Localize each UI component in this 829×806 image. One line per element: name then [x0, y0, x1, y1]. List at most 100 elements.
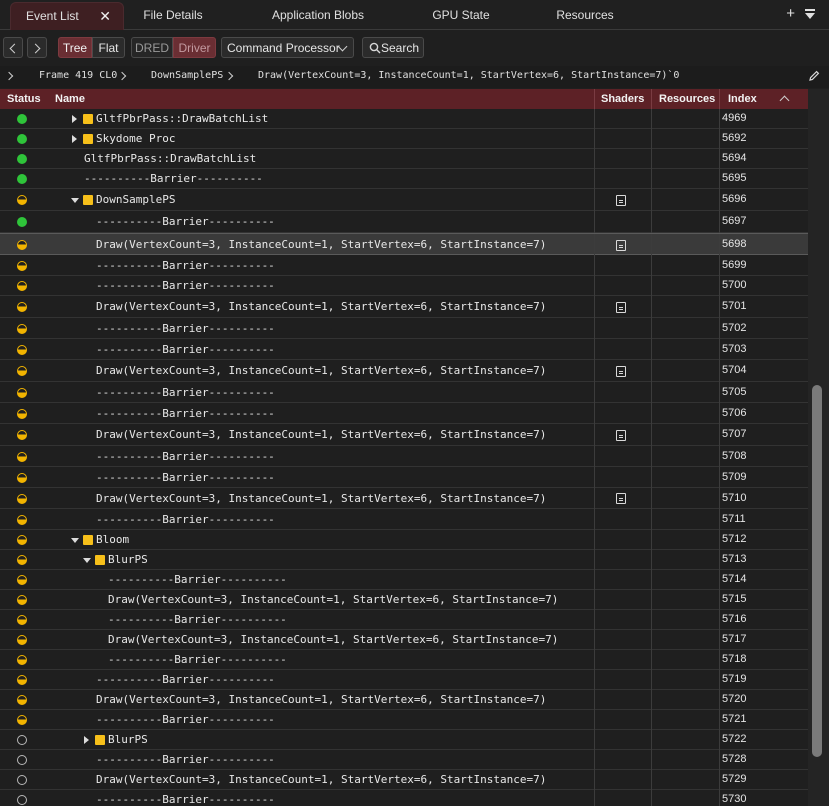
breadcrumb-pass[interactable]: DownSamplePS — [151, 70, 224, 81]
shader-file-icon[interactable] — [616, 430, 626, 441]
sort-ascending-icon[interactable] — [779, 95, 790, 106]
table-row[interactable]: ----------Barrier---------- 5699 — [0, 255, 808, 276]
column-divider[interactable] — [594, 89, 595, 109]
table-row[interactable]: BlurPS 5722 — [0, 730, 808, 750]
table-row[interactable]: Draw(VertexCount=3, InstanceCount=1, Sta… — [0, 488, 808, 509]
table-row[interactable]: ----------Barrier---------- 5721 — [0, 710, 808, 730]
table-row[interactable]: ----------Barrier---------- 5714 — [0, 570, 808, 590]
dred-button[interactable]: DRED — [131, 37, 173, 58]
table-row[interactable]: Draw(VertexCount=3, InstanceCount=1, Sta… — [0, 770, 808, 790]
table-row[interactable]: ----------Barrier---------- 5708 — [0, 446, 808, 467]
add-tab-icon[interactable]: + — [786, 5, 795, 22]
tab-gpu-state[interactable]: GPU State — [432, 8, 490, 22]
table-row[interactable]: GltfPbrPass::DrawBatchList 5694 — [0, 149, 808, 169]
flat-view-button[interactable]: Flat — [92, 37, 125, 58]
close-icon[interactable]: ✕ — [99, 8, 111, 24]
column-name[interactable]: Name — [55, 93, 85, 105]
collapse-arrow-icon[interactable] — [83, 558, 91, 563]
status-green-icon — [17, 154, 27, 164]
marker-icon — [83, 114, 93, 124]
table-row[interactable]: GltfPbrPass::DrawBatchList 4969 — [0, 109, 808, 129]
column-divider — [719, 382, 720, 403]
column-divider — [651, 255, 652, 276]
column-divider — [719, 360, 720, 382]
event-name: ----------Barrier---------- — [96, 513, 275, 526]
shader-file-icon[interactable] — [616, 302, 626, 313]
column-divider — [594, 211, 595, 233]
table-row[interactable]: Draw(VertexCount=3, InstanceCount=1, Sta… — [0, 690, 808, 710]
forward-button[interactable] — [27, 37, 47, 58]
table-row[interactable]: Draw(VertexCount=3, InstanceCount=1, Sta… — [0, 233, 808, 256]
expand-arrow-icon[interactable] — [84, 736, 89, 744]
column-divider — [594, 424, 595, 446]
event-index: 5721 — [722, 713, 747, 725]
breadcrumb-event[interactable]: Draw(VertexCount=3, InstanceCount=1, Sta… — [258, 70, 680, 81]
shader-file-icon[interactable] — [616, 493, 626, 504]
table-row[interactable]: ----------Barrier---------- 5730 — [0, 790, 808, 806]
table-row[interactable]: ----------Barrier---------- 5695 — [0, 169, 808, 189]
status-half-icon — [17, 575, 27, 585]
table-row[interactable]: ----------Barrier---------- 5728 — [0, 750, 808, 770]
table-row[interactable]: Draw(VertexCount=3, InstanceCount=1, Sta… — [0, 360, 808, 382]
table-row[interactable]: Draw(VertexCount=3, InstanceCount=1, Sta… — [0, 296, 808, 318]
column-divider — [651, 610, 652, 630]
command-processor-select[interactable]: Command Processor — [221, 37, 354, 58]
column-resources[interactable]: Resources — [659, 93, 716, 105]
column-divider[interactable] — [719, 89, 720, 109]
status-half-icon — [17, 515, 27, 525]
column-index[interactable]: Index — [728, 93, 757, 105]
column-divider — [651, 590, 652, 610]
table-row[interactable]: ----------Barrier---------- 5705 — [0, 382, 808, 403]
table-row[interactable]: BlurPS 5713 — [0, 550, 808, 570]
table-row[interactable]: ----------Barrier---------- 5703 — [0, 339, 808, 360]
status-green-icon — [17, 217, 27, 227]
table-row[interactable]: ----------Barrier---------- 5702 — [0, 318, 808, 339]
vertical-scrollbar[interactable] — [808, 89, 829, 806]
tab-resources[interactable]: Resources — [556, 8, 614, 22]
event-index: 5700 — [722, 279, 747, 291]
column-status[interactable]: Status — [7, 93, 41, 105]
table-row[interactable]: ----------Barrier---------- 5718 — [0, 650, 808, 670]
table-row[interactable]: ----------Barrier---------- 5706 — [0, 403, 808, 424]
column-divider — [594, 750, 595, 770]
edit-icon[interactable] — [808, 70, 820, 82]
table-row[interactable]: ----------Barrier---------- 5709 — [0, 467, 808, 488]
scrollbar-thumb[interactable] — [812, 385, 822, 757]
tab-file-details[interactable]: File Details — [143, 8, 203, 22]
table-row[interactable]: ----------Barrier---------- 5697 — [0, 211, 808, 233]
column-shaders[interactable]: Shaders — [601, 93, 645, 105]
column-divider — [651, 730, 652, 750]
shader-file-icon[interactable] — [616, 366, 626, 377]
expand-arrow-icon[interactable] — [72, 115, 77, 123]
collapse-arrow-icon[interactable] — [71, 538, 79, 543]
table-row[interactable]: ----------Barrier---------- 5719 — [0, 670, 808, 690]
event-name: Draw(VertexCount=3, InstanceCount=1, Sta… — [108, 593, 559, 606]
back-button[interactable] — [3, 37, 23, 58]
column-divider — [594, 630, 595, 650]
status-half-icon — [17, 715, 27, 725]
breadcrumb-frame[interactable]: Frame 419 CL0 — [39, 70, 118, 81]
table-row[interactable]: ----------Barrier---------- 5711 — [0, 509, 808, 530]
table-row[interactable]: Draw(VertexCount=3, InstanceCount=1, Sta… — [0, 630, 808, 650]
driver-button[interactable]: Driver — [173, 37, 216, 58]
event-index: 4969 — [722, 112, 747, 124]
table-row[interactable]: DownSamplePS 5696 — [0, 189, 808, 211]
table-row[interactable]: Draw(VertexCount=3, InstanceCount=1, Sta… — [0, 424, 808, 446]
table-row[interactable]: Draw(VertexCount=3, InstanceCount=1, Sta… — [0, 590, 808, 610]
table-row[interactable]: ----------Barrier---------- 5700 — [0, 276, 808, 296]
column-divider — [651, 129, 652, 149]
shader-file-icon[interactable] — [616, 195, 626, 206]
tab-menu-icon[interactable] — [805, 8, 815, 20]
column-divider[interactable] — [651, 89, 652, 109]
column-divider — [719, 590, 720, 610]
table-row[interactable]: Skydome Proc 5692 — [0, 129, 808, 149]
table-row[interactable]: Bloom 5712 — [0, 530, 808, 550]
expand-arrow-icon[interactable] — [72, 135, 77, 143]
collapse-arrow-icon[interactable] — [71, 198, 79, 203]
table-row[interactable]: ----------Barrier---------- 5716 — [0, 610, 808, 630]
tab-application-blobs[interactable]: Application Blobs — [271, 8, 365, 22]
search-button[interactable]: Search — [362, 37, 424, 58]
tab-event-list[interactable]: Event List ✕ — [10, 2, 124, 31]
shader-file-icon[interactable] — [616, 240, 626, 251]
tree-view-button[interactable]: Tree — [58, 37, 92, 58]
